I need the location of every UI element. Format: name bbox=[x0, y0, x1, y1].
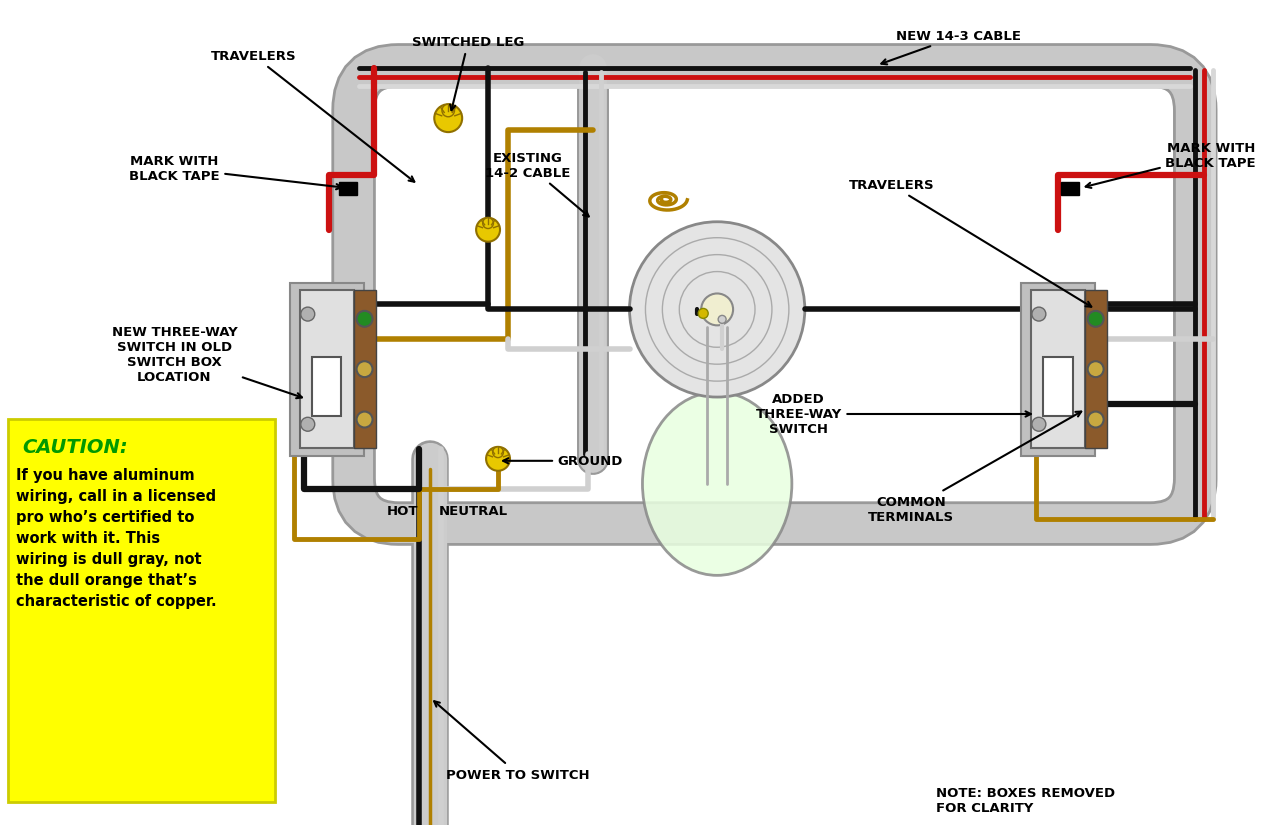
Bar bbox=[1043, 357, 1073, 417]
Circle shape bbox=[1088, 312, 1103, 327]
Text: MARK WITH
BLACK TAPE: MARK WITH BLACK TAPE bbox=[129, 155, 341, 190]
Bar bbox=[1031, 291, 1084, 448]
Circle shape bbox=[483, 218, 493, 229]
Circle shape bbox=[442, 105, 455, 117]
Text: NEUTRAL: NEUTRAL bbox=[438, 504, 508, 517]
Circle shape bbox=[301, 418, 314, 432]
Text: HOT: HOT bbox=[387, 504, 418, 517]
Circle shape bbox=[487, 447, 510, 471]
Bar bbox=[1084, 291, 1107, 448]
Bar bbox=[354, 291, 375, 448]
Circle shape bbox=[301, 308, 314, 322]
Bar bbox=[312, 357, 341, 417]
Circle shape bbox=[356, 361, 373, 378]
Circle shape bbox=[630, 222, 805, 398]
Circle shape bbox=[434, 105, 462, 133]
Text: GROUND: GROUND bbox=[503, 455, 623, 468]
Bar bbox=[8, 419, 275, 802]
Circle shape bbox=[718, 316, 727, 324]
Circle shape bbox=[699, 309, 709, 319]
Text: ADDED
THREE-WAY
SWITCH: ADDED THREE-WAY SWITCH bbox=[756, 393, 1031, 436]
Circle shape bbox=[1032, 308, 1046, 322]
Text: MARK WITH
BLACK TAPE: MARK WITH BLACK TAPE bbox=[1085, 142, 1257, 189]
Text: TRAVELERS: TRAVELERS bbox=[849, 179, 1092, 308]
Text: POWER TO SWITCH: POWER TO SWITCH bbox=[434, 701, 590, 781]
Ellipse shape bbox=[642, 393, 792, 576]
Text: NEW 14-3 CABLE: NEW 14-3 CABLE bbox=[881, 31, 1022, 65]
Text: NEW THREE-WAY
SWITCH IN OLD
SWITCH BOX
LOCATION: NEW THREE-WAY SWITCH IN OLD SWITCH BOX L… bbox=[111, 326, 301, 399]
Bar bbox=[290, 283, 364, 457]
Circle shape bbox=[701, 294, 733, 326]
Circle shape bbox=[1032, 418, 1046, 432]
Circle shape bbox=[356, 312, 373, 327]
Circle shape bbox=[476, 218, 501, 242]
Circle shape bbox=[1088, 412, 1103, 428]
Bar bbox=[338, 183, 356, 196]
Circle shape bbox=[493, 447, 503, 458]
Bar bbox=[1020, 283, 1094, 457]
Bar bbox=[1061, 183, 1079, 196]
Text: COMMON
TERMINALS: COMMON TERMINALS bbox=[868, 412, 1082, 523]
Text: SWITCHED LEG: SWITCHED LEG bbox=[412, 36, 525, 111]
Text: TRAVELERS: TRAVELERS bbox=[211, 50, 414, 183]
Circle shape bbox=[1088, 361, 1103, 378]
Text: NOTE: BOXES REMOVED
FOR CLARITY: NOTE: BOXES REMOVED FOR CLARITY bbox=[936, 786, 1115, 814]
Bar bbox=[300, 291, 354, 448]
Text: If you have aluminum
wiring, call in a licensed
pro who’s certified to
work with: If you have aluminum wiring, call in a l… bbox=[15, 467, 217, 608]
Circle shape bbox=[356, 412, 373, 428]
Text: EXISTING
14-2 CABLE: EXISTING 14-2 CABLE bbox=[485, 152, 589, 218]
Text: CAUTION:: CAUTION: bbox=[22, 437, 128, 457]
